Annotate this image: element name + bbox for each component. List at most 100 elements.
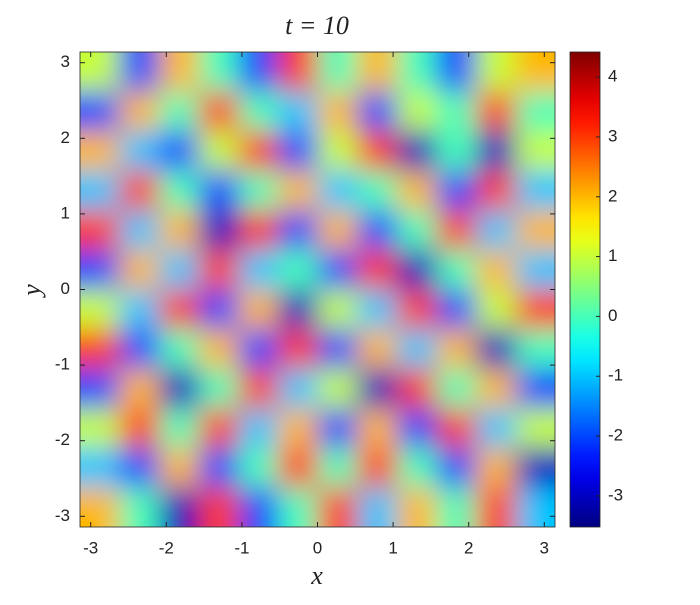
heatmap-cell — [317, 131, 358, 172]
heatmap-cell — [515, 131, 555, 172]
heatmap-cell — [277, 487, 318, 527]
heatmap-cell — [119, 170, 160, 211]
heatmap-cell — [119, 52, 160, 93]
heatmap-cell — [159, 210, 200, 251]
heatmap-cell — [198, 487, 239, 527]
x-tick-label: 2 — [464, 538, 473, 557]
heatmap-cell — [396, 487, 437, 527]
x-axis-label: x — [310, 561, 323, 590]
heatmap-cell — [238, 487, 279, 527]
y-tick-label: 3 — [61, 52, 70, 71]
heatmap-cell — [238, 368, 279, 409]
heatmap-cell — [317, 289, 358, 330]
heatmap-cell — [475, 447, 516, 488]
y-tick-label: -2 — [55, 430, 70, 449]
colorbar-tick-label: 4 — [608, 67, 617, 86]
heatmap-cell — [80, 52, 121, 93]
heatmap-cell — [396, 447, 437, 488]
heatmap-cell — [396, 131, 437, 172]
heatmap-cell — [357, 329, 398, 370]
heatmap-cell — [475, 368, 516, 409]
heatmap-cell — [475, 408, 516, 449]
heatmap-cell — [396, 91, 437, 132]
colorbar-tick-label: -3 — [608, 485, 623, 504]
heatmap-cell — [515, 329, 555, 370]
heatmap-cell — [119, 210, 160, 251]
heatmap-cell — [198, 329, 239, 370]
heatmap-cell — [159, 329, 200, 370]
heatmap-cell — [317, 52, 358, 93]
heatmap-cell — [277, 131, 318, 172]
y-axis-label: y — [17, 284, 46, 299]
heatmap-cell — [238, 210, 279, 251]
heatmap-cell — [357, 487, 398, 527]
heatmap-cell — [80, 408, 121, 449]
heatmap-cell — [317, 368, 358, 409]
heatmap-cell — [396, 408, 437, 449]
heatmap-cell — [277, 210, 318, 251]
heatmap-cell — [357, 289, 398, 330]
heatmap-cell — [159, 170, 200, 211]
heatmap-cell — [317, 408, 358, 449]
heatmap-cell — [159, 249, 200, 290]
heatmap-cell — [119, 368, 160, 409]
heatmap-cell — [198, 447, 239, 488]
heatmap-cell — [436, 408, 477, 449]
heatmap-cell — [198, 408, 239, 449]
colorbar-tick-label: 3 — [608, 126, 617, 145]
heatmap-cell — [357, 408, 398, 449]
x-tick-label: 3 — [540, 538, 549, 557]
heatmap-cell — [238, 131, 279, 172]
heatmap-cell — [80, 447, 121, 488]
y-tick-label: 2 — [61, 128, 70, 147]
heatmap-cell — [119, 329, 160, 370]
heatmap-cell — [515, 91, 555, 132]
y-tick-label: 1 — [61, 203, 70, 222]
heatmap-cell — [238, 52, 279, 93]
heatmap-cell — [159, 447, 200, 488]
heatmap-cell — [396, 52, 437, 93]
heatmap-cell — [436, 210, 477, 251]
heatmap-cell — [357, 368, 398, 409]
heatmap-cell — [80, 368, 121, 409]
heatmap-cell — [277, 368, 318, 409]
heatmap-cell — [80, 170, 121, 211]
heatmap-cell — [80, 329, 121, 370]
heatmap-cell — [119, 289, 160, 330]
heatmap-cell — [238, 91, 279, 132]
heatmap-cell — [277, 91, 318, 132]
heatmap-cell — [238, 289, 279, 330]
heatmap-cell — [238, 249, 279, 290]
heatmap-cell — [357, 52, 398, 93]
heatmap-cell — [159, 91, 200, 132]
heatmap-cell — [436, 131, 477, 172]
heatmap-cell — [277, 170, 318, 211]
heatmap-cell — [317, 210, 358, 251]
heatmap-cell — [159, 487, 200, 527]
colorbar-tick-label: 1 — [608, 246, 617, 265]
x-tick-label: -2 — [159, 538, 174, 557]
heatmap-cell — [198, 52, 239, 93]
heatmap-cell — [317, 91, 358, 132]
heatmap-cell — [357, 210, 398, 251]
colorbar-tick-label: -1 — [608, 366, 623, 385]
heatmap-cell — [475, 487, 516, 527]
heatmap-cell — [396, 289, 437, 330]
heatmap-cell — [475, 52, 516, 93]
chart-title: t = 10 — [285, 11, 349, 40]
heatmap-cell — [159, 368, 200, 409]
heatmap-cell — [317, 170, 358, 211]
heatmap-cell — [80, 131, 121, 172]
heatmap-cell — [159, 52, 200, 93]
heatmap-cell — [515, 487, 555, 527]
heatmap-cell — [436, 447, 477, 488]
heatmap-cell — [475, 329, 516, 370]
heatmap-cell — [515, 52, 555, 93]
y-tick-label: -1 — [55, 355, 70, 374]
heatmap-cell — [436, 249, 477, 290]
heatmap-cell — [198, 368, 239, 409]
heatmap-cell — [119, 91, 160, 132]
heatmap-cell — [119, 408, 160, 449]
heatmap-cell — [277, 52, 318, 93]
